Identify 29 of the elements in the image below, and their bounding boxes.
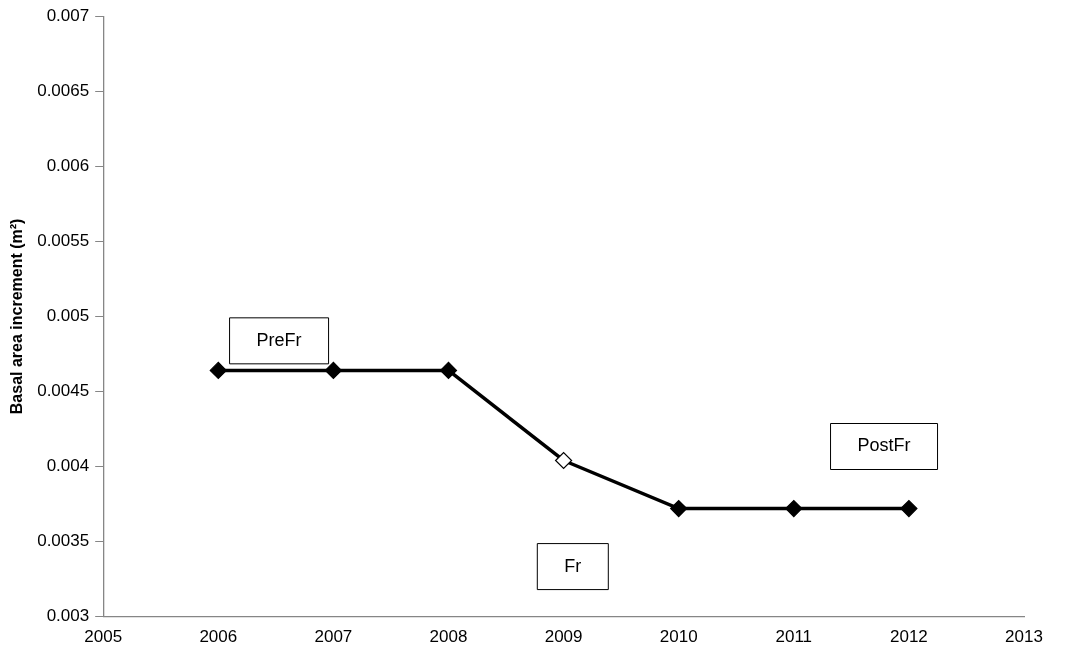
y-tick-label: 0.0045 xyxy=(37,381,90,401)
point xyxy=(324,361,342,380)
annotation: PostFr xyxy=(857,435,911,456)
y-tick-label: 0.007 xyxy=(46,5,90,25)
x-tick-label: 2006 xyxy=(199,627,238,647)
point xyxy=(785,499,803,518)
x-tick-label: 2010 xyxy=(659,627,698,647)
y-tick-label: 0.005 xyxy=(46,306,90,326)
x-tick-label: 2011 xyxy=(775,627,813,647)
annotation: Fr xyxy=(564,555,582,576)
x-tick-label: 2013 xyxy=(1005,627,1043,647)
y-tick-label: 0.0055 xyxy=(37,231,90,251)
y-tick-label: 0.0065 xyxy=(37,80,90,100)
y-tick-label: 0.004 xyxy=(46,456,90,476)
point xyxy=(439,361,458,380)
point xyxy=(670,499,688,518)
y-tick-label: 0.003 xyxy=(46,606,90,626)
y-tick-label: 0.0035 xyxy=(37,531,90,551)
x-tick-label: 2007 xyxy=(314,627,353,647)
x-tick-label: 2008 xyxy=(429,627,468,647)
x-tick-label: 2009 xyxy=(544,627,583,647)
point xyxy=(555,451,573,470)
x-tick-label: 2012 xyxy=(889,627,928,647)
y-tick-label: 0.006 xyxy=(46,155,90,175)
point xyxy=(900,499,918,518)
annotation: PreFr xyxy=(256,329,302,350)
point xyxy=(209,361,227,380)
x-tick-label: 2005 xyxy=(84,627,123,647)
y-axis-title: Basal area increment (m²) xyxy=(8,218,26,415)
